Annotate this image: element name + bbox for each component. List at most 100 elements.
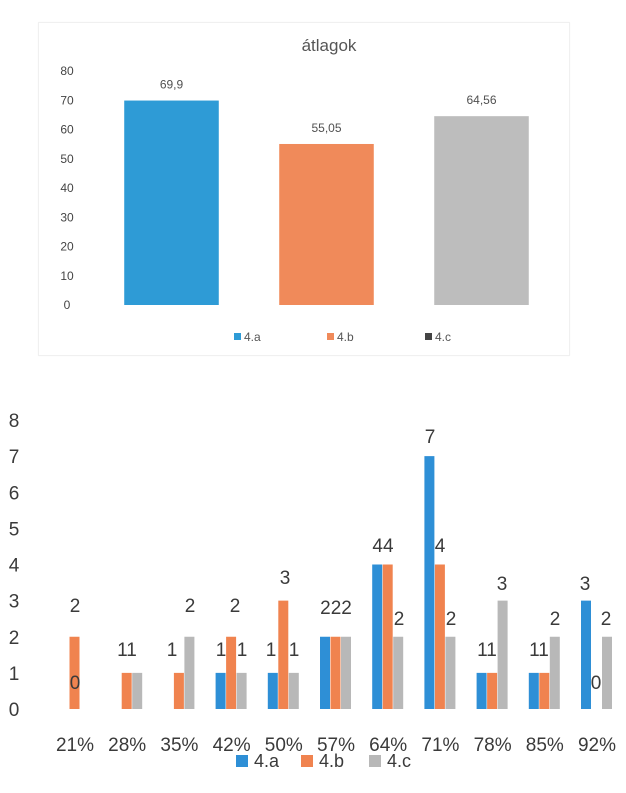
bar-4.a-42%	[215, 672, 226, 709]
bar-4.c-78%	[497, 600, 508, 709]
legend-swatch-4.b	[327, 333, 334, 340]
bar-4.b-57%	[330, 636, 341, 709]
x-tick-label: 64%	[369, 735, 407, 756]
bar-4.c	[434, 116, 529, 305]
data-label: 3	[580, 574, 591, 595]
bar-4.a-85%	[528, 672, 539, 709]
data-label: 2	[446, 609, 457, 630]
legend-label-4.c: 4.c	[387, 751, 411, 771]
bar-4.c-35%	[184, 636, 195, 709]
y-tick-label: 4	[9, 556, 20, 577]
x-tick-label: 21%	[56, 735, 94, 756]
x-tick-label: 28%	[108, 735, 146, 756]
bar-4.c-28%	[132, 672, 143, 709]
data-label: 64,56	[466, 93, 496, 107]
y-tick-label: 3	[9, 592, 20, 613]
legend-label-4.c: 4.c	[435, 330, 451, 344]
bar-4.a-78%	[476, 672, 487, 709]
bar-4.a-71%	[424, 456, 435, 709]
bar-4.b-85%	[539, 672, 550, 709]
bar-4.b	[279, 143, 374, 305]
data-label: 1	[289, 640, 300, 661]
bar-4.c-57%	[341, 636, 351, 709]
y-tick-label: 70	[60, 93, 74, 107]
legend-label-4.a: 4.a	[244, 330, 261, 344]
legend-swatch-4.c	[425, 333, 432, 340]
data-label: 2	[394, 609, 405, 630]
bar-4.b-28%	[121, 672, 132, 709]
bar-4.a-64%	[372, 564, 383, 709]
bar-4.c-92%	[602, 636, 612, 709]
bar-4.a	[124, 100, 219, 305]
y-tick-label: 5	[9, 519, 20, 540]
y-tick-label: 1	[9, 664, 20, 685]
bar-4.a-50%	[267, 672, 278, 709]
legend-swatch-4.b	[301, 755, 313, 767]
x-tick-label: 92%	[578, 735, 616, 756]
legend-swatch-4.a	[236, 755, 248, 767]
data-label: 44	[372, 536, 394, 557]
chart-title: átlagok	[302, 36, 357, 55]
data-label: 1	[266, 640, 277, 661]
y-tick-label: 30	[60, 210, 74, 224]
data-label: 0	[70, 673, 81, 694]
bar-4.b-21%	[69, 636, 80, 709]
bar-4.c-64%	[393, 636, 404, 709]
x-tick-label: 57%	[317, 735, 355, 756]
bar-4.b-78%	[487, 672, 498, 709]
y-tick-label: 2	[9, 628, 20, 649]
x-tick-label: 50%	[265, 735, 303, 756]
x-tick-label: 42%	[213, 735, 251, 756]
y-tick-label: 7	[9, 447, 20, 468]
y-tick-label: 10	[60, 269, 74, 283]
data-label: 1	[167, 640, 178, 661]
averages-chart: átlagok 0 10 20 30 40 50 60 70 80 69,9 55,05 64,56 4.…	[60, 36, 529, 344]
legend-label-4.a: 4.a	[254, 751, 280, 771]
data-label: 7	[425, 427, 436, 448]
data-label: 1	[216, 640, 227, 661]
y-tick-label: 20	[60, 240, 74, 254]
averages-chart-panel: átlagok 0 10 20 30 40 50 60 70 80 69,9 55,05 64,56 4.…	[38, 22, 570, 356]
y-tick-label: 80	[60, 64, 74, 78]
y-tick-label: 0	[9, 700, 20, 721]
data-label: 1	[237, 640, 248, 661]
bar-4.c-50%	[288, 672, 299, 709]
x-tick-label: 71%	[421, 735, 459, 756]
bar-4.b-64%	[382, 564, 393, 709]
data-label: 2	[185, 596, 196, 617]
data-label: 3	[280, 568, 291, 589]
x-tick-label: 78%	[474, 735, 512, 756]
bar-4.b-35%	[173, 672, 184, 709]
bar-4.a-57%	[320, 636, 330, 709]
data-label: 2	[230, 596, 241, 617]
data-label: 222	[320, 598, 352, 619]
data-label: 4	[435, 536, 446, 557]
legend-swatch-4.a	[234, 333, 241, 340]
y-tick-label: 0	[64, 298, 71, 312]
legend-swatch-4.c	[369, 755, 381, 767]
x-tick-label: 35%	[160, 735, 198, 756]
bar-4.b-42%	[226, 636, 237, 709]
bar-4.c-85%	[549, 636, 560, 709]
bar-4.c-71%	[445, 636, 456, 709]
x-tick-label: 85%	[526, 735, 564, 756]
y-tick-label: 50	[60, 152, 74, 166]
bar-4.b-50%	[278, 600, 289, 709]
data-label: 3	[497, 574, 508, 595]
y-tick-label: 6	[9, 483, 20, 504]
data-label: 2	[601, 609, 612, 630]
y-tick-label: 8	[9, 411, 20, 432]
distribution-chart-panel: 0 1 2 3 4 5 6 7 8 21% 28% 35% 42% 50% 57% 64% 71% 78% 85% 9…	[0, 392, 626, 793]
data-label: 55,05	[311, 121, 341, 135]
data-label: 11	[477, 640, 497, 661]
data-label: 11	[117, 640, 137, 661]
data-label: 11	[529, 640, 549, 661]
data-label: 69,9	[160, 78, 184, 92]
y-tick-label: 40	[60, 181, 74, 195]
data-label: 2	[550, 609, 561, 630]
data-label: 2	[70, 596, 81, 617]
bar-4.c-42%	[236, 672, 247, 709]
bar-4.a-92%	[581, 600, 591, 709]
data-label: 0	[591, 673, 602, 694]
